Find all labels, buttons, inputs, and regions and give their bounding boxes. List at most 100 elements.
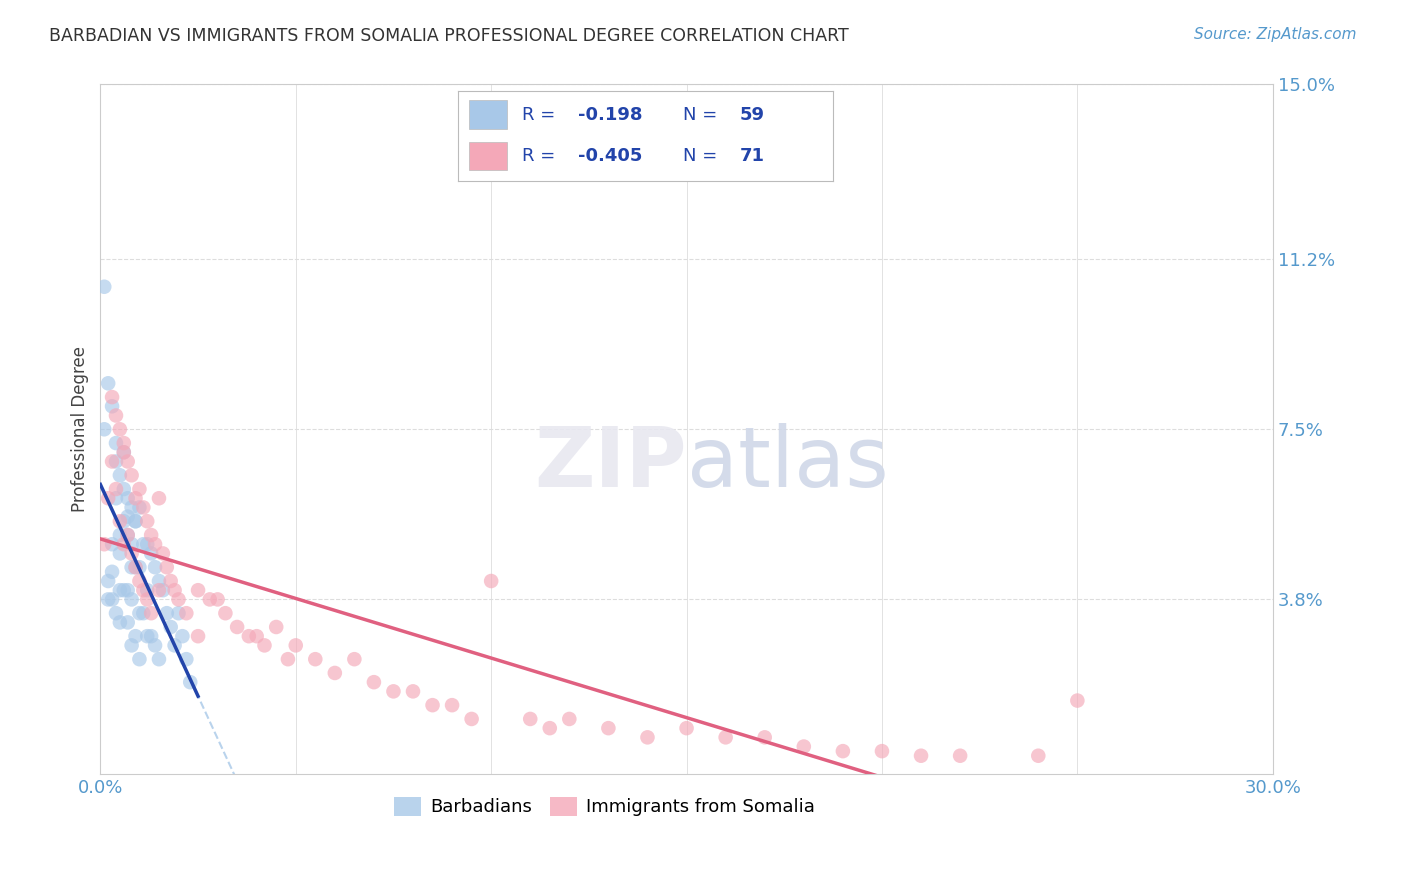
Point	[136, 514, 159, 528]
Point	[108, 615, 131, 630]
Point	[159, 620, 181, 634]
Point	[132, 500, 155, 515]
Point	[112, 514, 135, 528]
Point	[101, 592, 124, 607]
Point	[93, 537, 115, 551]
Point	[136, 629, 159, 643]
Point	[112, 537, 135, 551]
Point	[159, 574, 181, 588]
Point	[97, 491, 120, 506]
Point	[176, 652, 198, 666]
Point	[754, 731, 776, 745]
Point	[167, 592, 190, 607]
Point	[1026, 748, 1049, 763]
Point	[519, 712, 541, 726]
Point	[93, 279, 115, 293]
Point	[104, 409, 127, 423]
Point	[101, 565, 124, 579]
Text: Source: ZipAtlas.com: Source: ZipAtlas.com	[1194, 27, 1357, 42]
Point	[124, 514, 146, 528]
Point	[148, 583, 170, 598]
Point	[558, 712, 581, 726]
Point	[121, 592, 143, 607]
Point	[148, 574, 170, 588]
Point	[117, 454, 139, 468]
Point	[163, 583, 186, 598]
Point	[148, 652, 170, 666]
Point	[284, 639, 307, 653]
Point	[108, 422, 131, 436]
Point	[176, 606, 198, 620]
Point	[152, 583, 174, 598]
Point	[179, 675, 201, 690]
Point	[121, 468, 143, 483]
Point	[172, 629, 194, 643]
Point	[136, 537, 159, 551]
Point	[117, 509, 139, 524]
Point	[97, 376, 120, 391]
Point	[132, 537, 155, 551]
Point	[141, 546, 163, 560]
Y-axis label: Professional Degree: Professional Degree	[72, 346, 89, 512]
Point	[246, 629, 269, 643]
Text: ZIP: ZIP	[534, 424, 686, 504]
Point	[304, 652, 326, 666]
Point	[207, 592, 229, 607]
Point	[112, 445, 135, 459]
Point	[128, 560, 150, 574]
Point	[910, 748, 932, 763]
Point	[198, 592, 221, 607]
Point	[187, 583, 209, 598]
Point	[97, 592, 120, 607]
Point	[363, 675, 385, 690]
Point	[277, 652, 299, 666]
Point	[1066, 693, 1088, 707]
Point	[870, 744, 893, 758]
Point	[104, 454, 127, 468]
Point	[128, 500, 150, 515]
Point	[108, 583, 131, 598]
Point	[441, 698, 464, 713]
Point	[714, 731, 737, 745]
Point	[108, 528, 131, 542]
Point	[323, 665, 346, 680]
Point	[141, 528, 163, 542]
Point	[121, 546, 143, 560]
Point	[121, 639, 143, 653]
Point	[152, 546, 174, 560]
Point	[598, 721, 620, 735]
Point	[101, 454, 124, 468]
Point	[124, 560, 146, 574]
Point	[132, 606, 155, 620]
Point	[143, 560, 166, 574]
Point	[101, 390, 124, 404]
Point	[112, 583, 135, 598]
Point	[121, 500, 143, 515]
Point	[117, 583, 139, 598]
Point	[124, 491, 146, 506]
Point	[124, 629, 146, 643]
Point	[101, 399, 124, 413]
Point	[117, 491, 139, 506]
Point	[143, 639, 166, 653]
Point	[112, 482, 135, 496]
Point	[264, 620, 287, 634]
Point	[187, 629, 209, 643]
Point	[117, 528, 139, 542]
Point	[108, 546, 131, 560]
Point	[402, 684, 425, 698]
Point	[112, 445, 135, 459]
Point	[637, 731, 659, 745]
Point	[104, 491, 127, 506]
Point	[104, 606, 127, 620]
Point	[253, 639, 276, 653]
Point	[156, 606, 179, 620]
Point	[793, 739, 815, 754]
Point	[675, 721, 697, 735]
Point	[226, 620, 249, 634]
Text: atlas: atlas	[686, 424, 889, 504]
Point	[382, 684, 405, 698]
Point	[121, 560, 143, 574]
Point	[124, 560, 146, 574]
Point	[949, 748, 972, 763]
